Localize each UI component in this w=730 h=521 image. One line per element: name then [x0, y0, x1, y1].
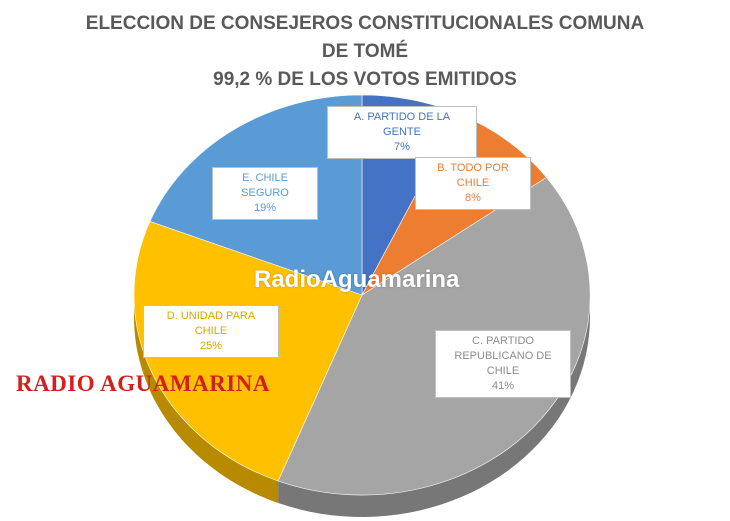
data-label-d: D. UNIDAD PARA CHILE 25% [143, 305, 279, 358]
data-label-name: B. TODO POR CHILE [437, 162, 509, 189]
data-label-b: B. TODO POR CHILE 8% [415, 157, 531, 210]
data-label-percent: 25% [199, 340, 223, 352]
watermark-overlay: RadioAguamarina [254, 266, 460, 293]
title-line-3: 99,2 % DE LOS VOTOS EMITIDOS [213, 69, 517, 90]
pie-side-d [134, 295, 279, 503]
data-label-percent: 19% [253, 202, 277, 214]
pie-slice-c [277, 177, 591, 496]
data-label-percent: 7% [394, 141, 410, 153]
data-label-e: E. CHILE SEGURO 19% [212, 167, 318, 220]
data-label-c: C. PARTIDO REPUBLICANO DE CHILE 41% [435, 330, 571, 398]
data-label-name: D. UNIDAD PARA CHILE [166, 310, 256, 337]
data-label-name: C. PARTIDO REPUBLICANO DE CHILE [454, 335, 552, 377]
pie-side-c [278, 295, 590, 517]
chart-title: ELECCION DE CONSEJEROS CONSTITUCIONALES … [0, 10, 730, 94]
data-label-name: E. CHILE SEGURO [241, 172, 289, 199]
data-label-name: A. PARTIDO DE LA GENTE [353, 111, 451, 138]
title-line-1: ELECCION DE CONSEJEROS CONSTITUCIONALES … [85, 13, 645, 34]
data-label-percent: 41% [491, 380, 515, 392]
data-label-percent: 8% [465, 192, 481, 204]
data-label-a: A. PARTIDO DE LA GENTE 7% [327, 106, 477, 159]
watermark-red: RADIO AGUAMARINA [16, 371, 270, 396]
title-line-2: DE TOMÉ [321, 41, 409, 62]
